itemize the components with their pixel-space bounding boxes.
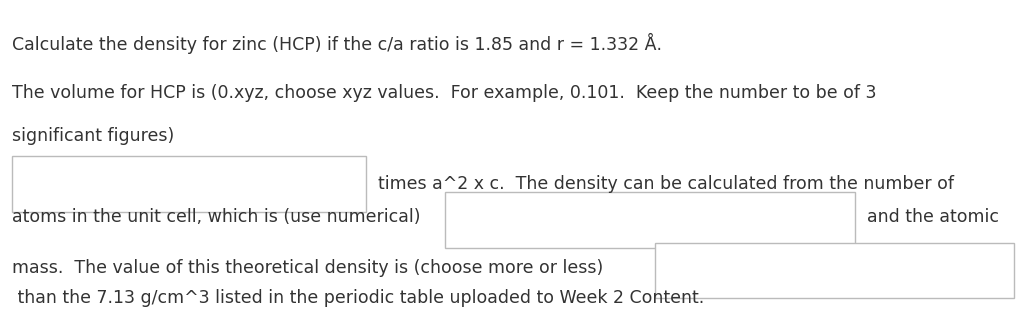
FancyBboxPatch shape [445, 192, 855, 248]
Text: and the atomic: and the atomic [867, 208, 999, 226]
Text: significant figures): significant figures) [12, 127, 174, 145]
Text: mass.  The value of this theoretical density is (choose more or less): mass. The value of this theoretical dens… [12, 259, 603, 277]
FancyBboxPatch shape [655, 243, 1014, 298]
Text: atoms in the unit cell, which is (use numerical): atoms in the unit cell, which is (use nu… [12, 208, 421, 226]
FancyBboxPatch shape [12, 156, 366, 212]
Text: Calculate the density for zinc (HCP) if the c/a ratio is 1.85 and r = 1.332 Å.: Calculate the density for zinc (HCP) if … [12, 33, 663, 54]
Text: than the 7.13 g/cm^3 listed in the periodic table uploaded to Week 2 Content.: than the 7.13 g/cm^3 listed in the perio… [12, 289, 705, 307]
Text: times a^2 x c.  The density can be calculated from the number of: times a^2 x c. The density can be calcul… [378, 175, 954, 193]
Text: The volume for HCP is (0.xyz, choose xyz values.  For example, 0.101.  Keep the : The volume for HCP is (0.xyz, choose xyz… [12, 84, 877, 102]
